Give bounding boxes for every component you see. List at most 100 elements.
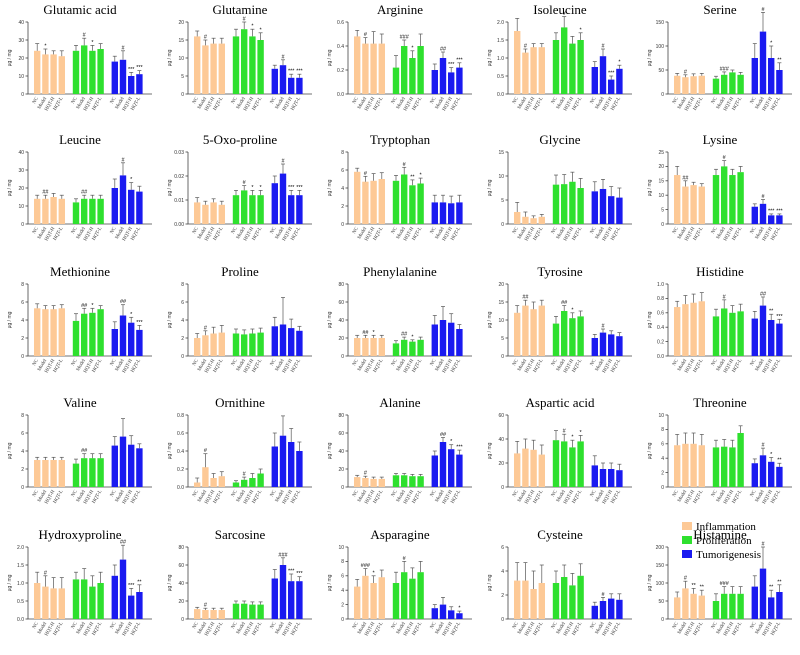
- bar-inflammation-model: [42, 460, 49, 487]
- x-tick-label: HQT-L: [92, 97, 104, 112]
- bar-proliferation-model: [721, 74, 728, 94]
- bar-proliferation-nc: [552, 440, 560, 487]
- significance-mark: **: [777, 458, 782, 464]
- y-tick-label: 2: [21, 336, 24, 342]
- bar-tumorigenesis-nc: [591, 67, 598, 94]
- bar-tumorigenesis-model: [119, 59, 127, 94]
- bar-tumorigenesis-nc: [751, 206, 758, 224]
- x-tick-label: HQT-L: [131, 490, 143, 505]
- bar-inflammation-hqt-h: [50, 54, 57, 94]
- x-tick-label: Model: [517, 621, 528, 635]
- bar-inflammation-model: [522, 448, 529, 487]
- bar-tumorigenesis-hqt-h: [768, 461, 775, 487]
- bar-inflammation-hqt-h: [690, 185, 697, 224]
- x-tick-label: HQT-L: [213, 490, 225, 505]
- bar-inflammation-nc: [674, 597, 681, 619]
- bar-proliferation-hqt-h: [569, 43, 576, 94]
- bar-inflammation-nc: [34, 460, 41, 487]
- x-tick-label: HQT-L: [373, 227, 385, 242]
- x-tick-label: NC: [750, 621, 758, 630]
- bar-proliferation-nc: [712, 601, 720, 619]
- x-tick-label: NC: [391, 358, 399, 367]
- x-tick-label: NC: [430, 226, 438, 235]
- bar-inflammation-nc: [514, 580, 521, 619]
- x-tick-label: HQT-L: [53, 490, 65, 505]
- y-tick-label: 6: [181, 300, 184, 306]
- bar-tumorigenesis-nc: [591, 605, 598, 619]
- significance-mark: **: [769, 585, 774, 591]
- y-tick-label: 8: [21, 413, 24, 419]
- x-tick-label: NC: [551, 621, 559, 630]
- significance-mark: #: [761, 443, 765, 449]
- significance-mark: #: [601, 592, 605, 598]
- y-axis-label: μg / mg: [647, 311, 653, 328]
- bar-inflammation-model: [682, 588, 689, 619]
- significance-mark: #: [364, 171, 368, 177]
- significance-mark: *: [571, 307, 574, 313]
- bar-tumorigenesis-hqt-h: [608, 469, 615, 487]
- significance-mark: #: [563, 11, 567, 17]
- y-tick-label: 150: [656, 563, 665, 569]
- bar-tumorigenesis-model: [759, 568, 767, 619]
- y-axis-label: μg / mg: [487, 179, 493, 196]
- bar-proliferation-nc: [232, 482, 240, 487]
- x-tick-label: Model: [755, 226, 766, 240]
- x-tick-label: HQT-L: [213, 359, 225, 374]
- y-tick-label: 80: [178, 545, 184, 551]
- bar-proliferation-hqt-h: [569, 181, 576, 224]
- bar-tumorigenesis-hqt-l: [616, 68, 623, 94]
- bar-tumorigenesis-nc: [751, 586, 758, 619]
- bar-proliferation-hqt-h: [249, 195, 256, 224]
- bar-tumorigenesis-model: [599, 601, 607, 619]
- panel-title: Hydroxyproline: [38, 527, 121, 542]
- x-tick-label: NC: [32, 489, 40, 498]
- x-tick-label: HQT-L: [771, 227, 783, 242]
- x-tick-label: NC: [590, 358, 598, 367]
- x-tick-label: Model: [357, 621, 368, 635]
- x-tick-label: NC: [110, 621, 118, 630]
- x-tick-label: HQT-L: [451, 97, 463, 112]
- bar-inflammation-hqt-l: [538, 305, 545, 356]
- bar-tumorigenesis-hqt-l: [456, 613, 463, 619]
- bar-inflammation-hqt-h: [530, 47, 537, 94]
- x-tick-label: HQT-L: [693, 490, 705, 505]
- x-tick-label: Model: [517, 489, 528, 503]
- significance-mark: #: [684, 576, 688, 582]
- bar-inflammation-hqt-l: [378, 478, 385, 487]
- significance-mark: **: [700, 585, 705, 591]
- y-tick-label: 1.0: [657, 282, 664, 288]
- x-tick-label: NC: [352, 621, 360, 630]
- bar-proliferation-model: [721, 446, 728, 487]
- significance-mark: *: [420, 173, 423, 179]
- y-tick-label: 0: [501, 354, 504, 360]
- x-tick-label: HQT-L: [291, 97, 303, 112]
- significance-mark: **: [691, 583, 696, 589]
- x-tick-label: HQT-L: [572, 227, 584, 242]
- bar-tumorigenesis-model: [759, 455, 767, 487]
- x-tick-label: HQT-L: [373, 359, 385, 374]
- bar-tumorigenesis-nc: [111, 445, 118, 487]
- x-tick-label: NC: [192, 96, 200, 105]
- bar-proliferation-model: [241, 334, 248, 356]
- x-tick-label: Model: [716, 226, 727, 240]
- x-tick-label: Model: [115, 358, 126, 372]
- y-tick-label: 10: [498, 318, 504, 324]
- x-tick-label: HQT-L: [533, 227, 545, 242]
- x-tick-label: NC: [672, 358, 680, 367]
- y-tick-label: 15: [498, 150, 504, 156]
- panel-title: Phenylalanine: [363, 264, 437, 279]
- x-tick-label: Model: [357, 96, 368, 110]
- x-tick-label: Model: [396, 226, 407, 240]
- significance-mark: #: [364, 471, 368, 477]
- bar-inflammation-nc: [194, 36, 201, 94]
- y-tick-label: 60: [338, 431, 344, 437]
- y-tick-label: 8: [341, 559, 344, 565]
- x-tick-label: HQT-L: [732, 97, 744, 112]
- bar-tumorigenesis-nc: [751, 58, 758, 94]
- bar-tumorigenesis-nc: [271, 446, 278, 487]
- significance-mark: #: [761, 194, 765, 200]
- bar-inflammation-nc: [674, 75, 681, 94]
- y-tick-label: 100: [656, 44, 665, 50]
- bar-tumorigenesis-hqt-h: [128, 189, 135, 224]
